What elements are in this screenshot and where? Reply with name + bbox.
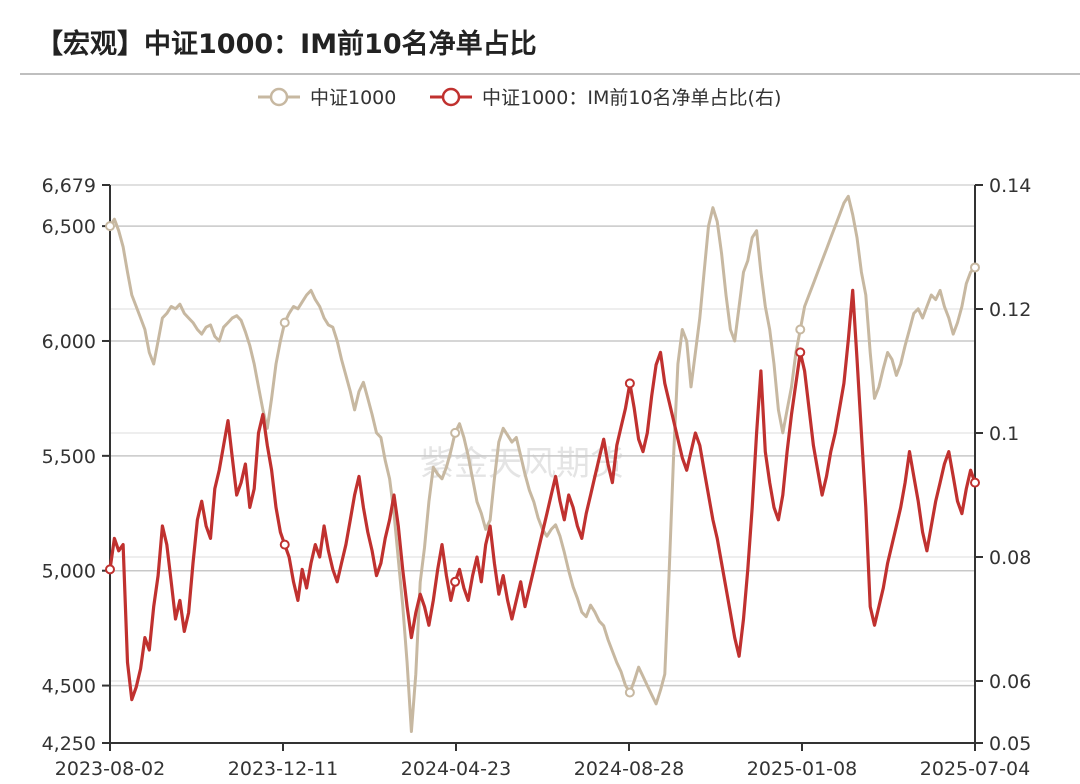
x-tick-label: 2024-08-28 <box>574 758 684 780</box>
legend-label: 中证1000 <box>310 87 396 109</box>
y-right-tick-label: 0.1 <box>989 423 1019 445</box>
y-left-tick-label: 4,250 <box>42 733 96 755</box>
x-tick-label: 2023-08-02 <box>55 758 165 780</box>
y-left-tick-label: 5,000 <box>42 561 96 583</box>
y-left-tick-label: 6,679 <box>42 175 96 197</box>
title-divider <box>20 73 1080 75</box>
series-marker <box>970 477 980 488</box>
y-right-tick-label: 0.05 <box>989 733 1031 755</box>
y-left-tick-label: 6,500 <box>42 216 96 238</box>
series-marker <box>624 378 635 389</box>
y-right-tick-label: 0.08 <box>989 547 1031 569</box>
series-marker <box>105 221 115 232</box>
y-left-tick-label: 5,500 <box>42 446 96 468</box>
x-tick-label: 2024-04-23 <box>401 758 511 780</box>
y-right-tick-label: 0.14 <box>989 175 1031 197</box>
chart-title: 【宏观】中证1000：IM前10名净单占比 <box>36 29 537 60</box>
legend-item-1: 中证1000：IM前10名净单占比(右) <box>430 87 781 109</box>
x-tick-label: 2025-01-08 <box>747 758 857 780</box>
series-marker <box>970 262 980 273</box>
series-marker <box>795 347 806 358</box>
y-left-tick-label: 4,500 <box>42 676 96 698</box>
series-marker <box>279 317 290 328</box>
legend-label: 中证1000：IM前10名净单占比(右) <box>482 87 781 109</box>
x-tick-label: 2025-07-04 <box>920 758 1030 780</box>
series-marker <box>450 427 461 438</box>
y-right-tick-label: 0.12 <box>989 299 1031 321</box>
series-marker <box>624 687 635 698</box>
legend-marker <box>441 87 461 107</box>
series-line-im-net-ratio <box>108 288 977 702</box>
x-tick-label: 2023-12-11 <box>228 758 338 780</box>
legend-item-0: 中证1000 <box>258 87 396 109</box>
y-left-tick-label: 6,000 <box>42 331 96 353</box>
series-marker <box>795 324 806 335</box>
series-marker <box>279 539 290 550</box>
series-marker <box>450 576 461 587</box>
y-right-tick-label: 0.06 <box>989 671 1031 693</box>
legend-marker <box>269 87 289 107</box>
series-marker <box>105 564 115 575</box>
